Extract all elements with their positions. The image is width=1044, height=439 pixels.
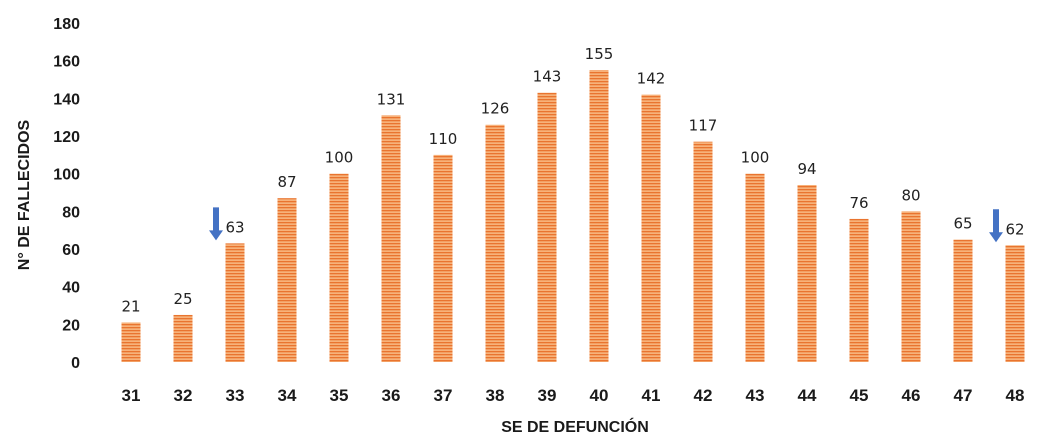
data-labels: 21 25 63 87 100 131 110 126 143 155 142 117 100 94 76 8… (121, 45, 1024, 315)
bar (329, 173, 349, 362)
x-tick-label: 38 (486, 386, 505, 405)
data-label: 126 (481, 100, 510, 118)
y-tick-label: 100 (53, 167, 80, 184)
y-axis-title: N° DE FALLECIDOS (16, 119, 33, 270)
y-tick-label: 140 (53, 91, 80, 108)
bar (953, 239, 973, 362)
x-tick-label: 40 (590, 386, 609, 405)
bar (901, 211, 921, 362)
data-label: 117 (689, 117, 718, 135)
bar (797, 184, 817, 362)
bar (849, 218, 869, 362)
bar (537, 92, 557, 362)
x-tick-label: 44 (798, 386, 817, 405)
x-tick-label: 33 (226, 386, 245, 405)
bar (381, 115, 401, 363)
x-tick-label: 32 (174, 386, 193, 405)
y-tick-label: 160 (53, 54, 80, 71)
x-tick-label: 34 (278, 386, 297, 405)
x-tick-label: 45 (850, 386, 869, 405)
y-tick-label: 0 (71, 355, 80, 372)
data-label: 143 (533, 68, 562, 86)
data-label: 131 (377, 90, 406, 108)
data-label: 62 (1005, 220, 1024, 238)
bar (693, 141, 713, 362)
data-label: 100 (741, 149, 770, 167)
bar (641, 94, 661, 362)
x-tick-label: 41 (642, 386, 661, 405)
bars (121, 70, 1025, 363)
bar (433, 154, 453, 362)
y-tick-label: 20 (62, 317, 80, 334)
data-label: 65 (953, 215, 972, 233)
down-arrow-icon (209, 207, 223, 241)
y-axis-ticks: 0 20 40 60 80 100 120 140 160 180 (53, 16, 80, 372)
bar (1005, 245, 1025, 362)
x-tick-label: 37 (434, 386, 453, 405)
bar (173, 314, 193, 362)
bar (121, 322, 141, 362)
data-label: 63 (225, 218, 244, 236)
data-label: 100 (325, 149, 354, 167)
data-label: 87 (277, 173, 296, 191)
y-tick-label: 60 (62, 242, 80, 259)
data-label: 21 (121, 297, 140, 315)
x-tick-label: 39 (538, 386, 557, 405)
x-tick-label: 48 (1006, 386, 1025, 405)
x-tick-label: 47 (954, 386, 973, 405)
data-label: 25 (173, 290, 192, 308)
y-tick-label: 120 (53, 129, 80, 146)
data-label: 76 (849, 194, 868, 212)
bar (277, 198, 297, 362)
x-tick-label: 36 (382, 386, 401, 405)
data-label: 155 (585, 45, 614, 63)
y-tick-label: 40 (62, 280, 80, 297)
y-tick-label: 180 (53, 16, 80, 33)
x-tick-label: 35 (330, 386, 349, 405)
data-label: 80 (901, 186, 920, 204)
x-tick-label: 31 (122, 386, 141, 405)
y-tick-label: 80 (62, 204, 80, 221)
data-label: 142 (637, 70, 666, 88)
bar (745, 173, 765, 362)
bar (485, 124, 505, 362)
bar (589, 70, 609, 362)
down-arrow-icon (989, 209, 1003, 243)
arrow-markers (209, 207, 1003, 243)
bar (225, 243, 245, 362)
x-tick-label: 46 (902, 386, 921, 405)
data-label: 110 (429, 130, 458, 148)
x-tick-label: 42 (694, 386, 713, 405)
data-label: 94 (797, 160, 816, 178)
x-axis-title: SE DE DEFUNCIÓN (501, 417, 649, 436)
x-axis-ticks: 31 32 33 34 35 36 37 38 39 40 41 42 43 44 45 46 47 48 (122, 386, 1025, 405)
x-tick-label: 43 (746, 386, 765, 405)
